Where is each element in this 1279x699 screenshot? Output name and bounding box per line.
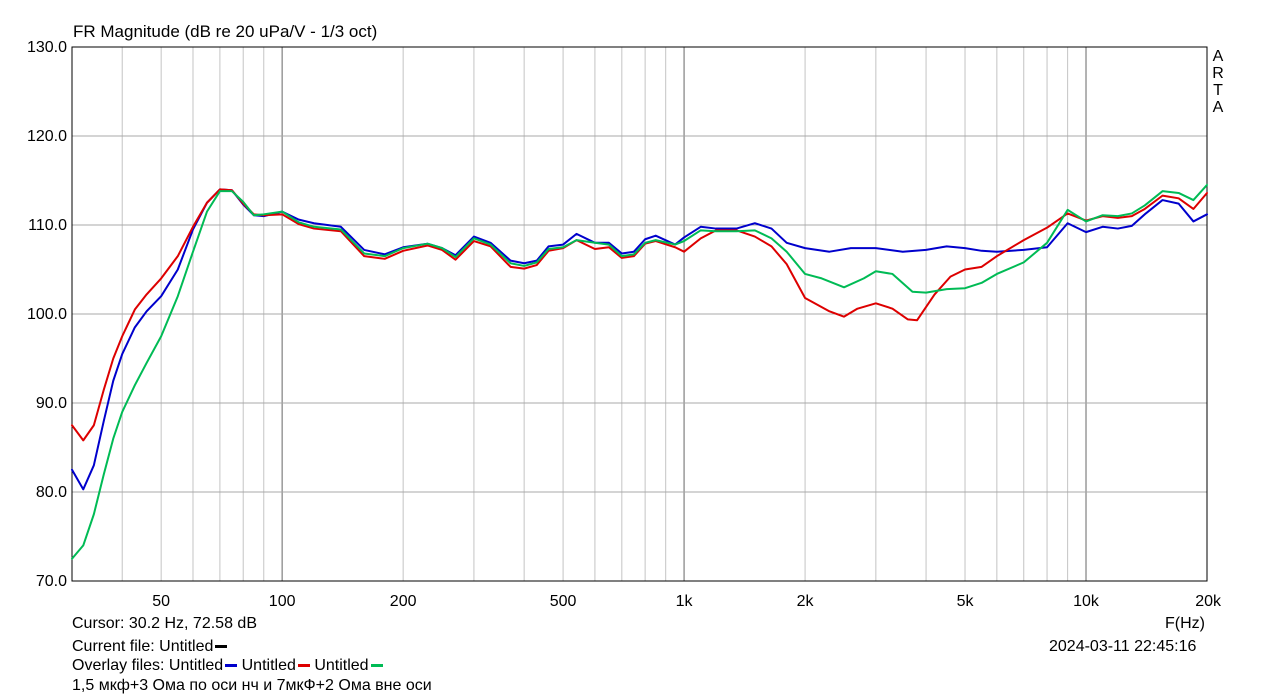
overlay-file-name: Untitled (314, 657, 369, 674)
chart-title: FR Magnitude (dB re 20 uPa/V - 1/3 oct) (73, 22, 378, 41)
y-tick-label: 110.0 (28, 217, 67, 234)
y-tick-label: 120.0 (27, 128, 67, 145)
current-file-swatch (215, 645, 228, 649)
plot-frame (71, 46, 1208, 582)
tick-labels: 70.0 80.0 90.0 100.0 110.0 120.0 130.0 50 100 200… (27, 39, 1222, 610)
y-tick-label: 100.0 (27, 306, 67, 323)
brand-letter: A (1212, 48, 1224, 65)
y-tick-label: 70.0 (36, 573, 67, 590)
overlay-swatch-green (370, 664, 383, 668)
current-file-label: Current file: Untitled (72, 638, 214, 655)
y-tick-label: 90.0 (36, 395, 67, 412)
x-tick-label: 10k (1073, 593, 1100, 610)
x-tick-label: 50 (152, 593, 170, 610)
x-axis-label: F(Hz) (1165, 615, 1205, 632)
series-line-1 (71, 188, 1208, 491)
overlay-files-line: Overlay files: Untitled Untitled Untitle… (72, 657, 383, 675)
y-tick-label: 130.0 (27, 39, 67, 56)
brand-letter: A (1212, 99, 1224, 116)
overlay-swatch-blue (225, 664, 238, 668)
x-tick-label: 1k (676, 593, 694, 610)
cursor-readout: Cursor: 30.2 Hz, 72.58 dB (72, 615, 257, 632)
x-tick-label: 500 (550, 593, 577, 610)
x-tick-label: 100 (269, 593, 296, 610)
overlay-file-name: Untitled (241, 657, 296, 674)
timestamp: 2024-03-11 22:45:16 (1049, 638, 1197, 655)
series-group (71, 183, 1208, 560)
x-tick-label: 5k (957, 593, 975, 610)
y-tick-label: 80.0 (36, 484, 67, 501)
overlay-swatch-red (297, 664, 310, 668)
x-tick-label: 2k (797, 593, 815, 610)
series-line-3 (71, 183, 1208, 560)
brand-letter: R (1212, 65, 1224, 82)
current-file-line: Current file: Untitled (72, 638, 228, 656)
x-tick-label: 200 (390, 593, 417, 610)
x-tick-label: 20k (1195, 593, 1222, 610)
series-line-2 (71, 188, 1208, 442)
arta-brand-label: A R T A (1211, 48, 1225, 116)
grid-lines (72, 46, 1207, 582)
overlay-files-label: Overlay files: (72, 657, 165, 674)
brand-letter: T (1213, 82, 1223, 99)
overlay-file-name: Untitled (168, 657, 224, 674)
note-text: 1,5 мкф+3 Ома по оси нч и 7мкФ+2 Ома вне… (72, 677, 432, 694)
